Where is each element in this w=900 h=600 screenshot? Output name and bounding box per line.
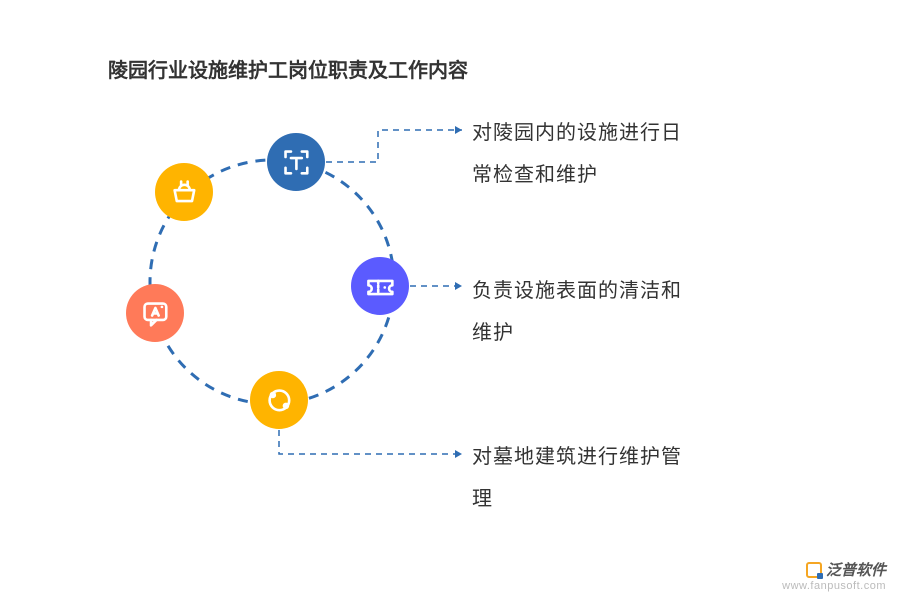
diagram-node bbox=[126, 284, 184, 342]
connector-arrow-icon bbox=[455, 126, 462, 134]
logo-icon bbox=[806, 562, 822, 578]
connector-line bbox=[279, 430, 462, 454]
callout-line: 维护 bbox=[472, 312, 682, 354]
watermark-brand: 泛普软件 bbox=[782, 559, 886, 580]
watermark-brand-text: 泛普软件 bbox=[826, 559, 886, 580]
connector-line bbox=[326, 130, 462, 162]
callout-line: 负责设施表面的清洁和 bbox=[472, 270, 682, 312]
watermark: 泛普软件 www.fanpusoft.com bbox=[782, 559, 886, 592]
diagram-node bbox=[250, 371, 308, 429]
connector-arrow-icon bbox=[455, 282, 462, 290]
chat-a-icon bbox=[138, 296, 173, 331]
diagram-node bbox=[351, 257, 409, 315]
callout-text: 负责设施表面的清洁和维护 bbox=[472, 270, 682, 354]
text-frame-icon bbox=[279, 145, 314, 180]
orbit-icon bbox=[262, 383, 297, 418]
connector-arrow-icon bbox=[455, 450, 462, 458]
callout-line: 对墓地建筑进行维护管 bbox=[472, 436, 682, 478]
diagram-node bbox=[155, 163, 213, 221]
watermark-url: www.fanpusoft.com bbox=[782, 580, 886, 592]
callout-text: 对墓地建筑进行维护管理 bbox=[472, 436, 682, 520]
diagram-node bbox=[267, 133, 325, 191]
callout-line: 对陵园内的设施进行日 bbox=[472, 112, 682, 154]
basket-icon bbox=[167, 175, 202, 210]
callout-line: 理 bbox=[472, 478, 682, 520]
callout-line: 常检查和维护 bbox=[472, 154, 682, 196]
callout-text: 对陵园内的设施进行日常检查和维护 bbox=[472, 112, 682, 196]
ticket-icon bbox=[363, 269, 398, 304]
